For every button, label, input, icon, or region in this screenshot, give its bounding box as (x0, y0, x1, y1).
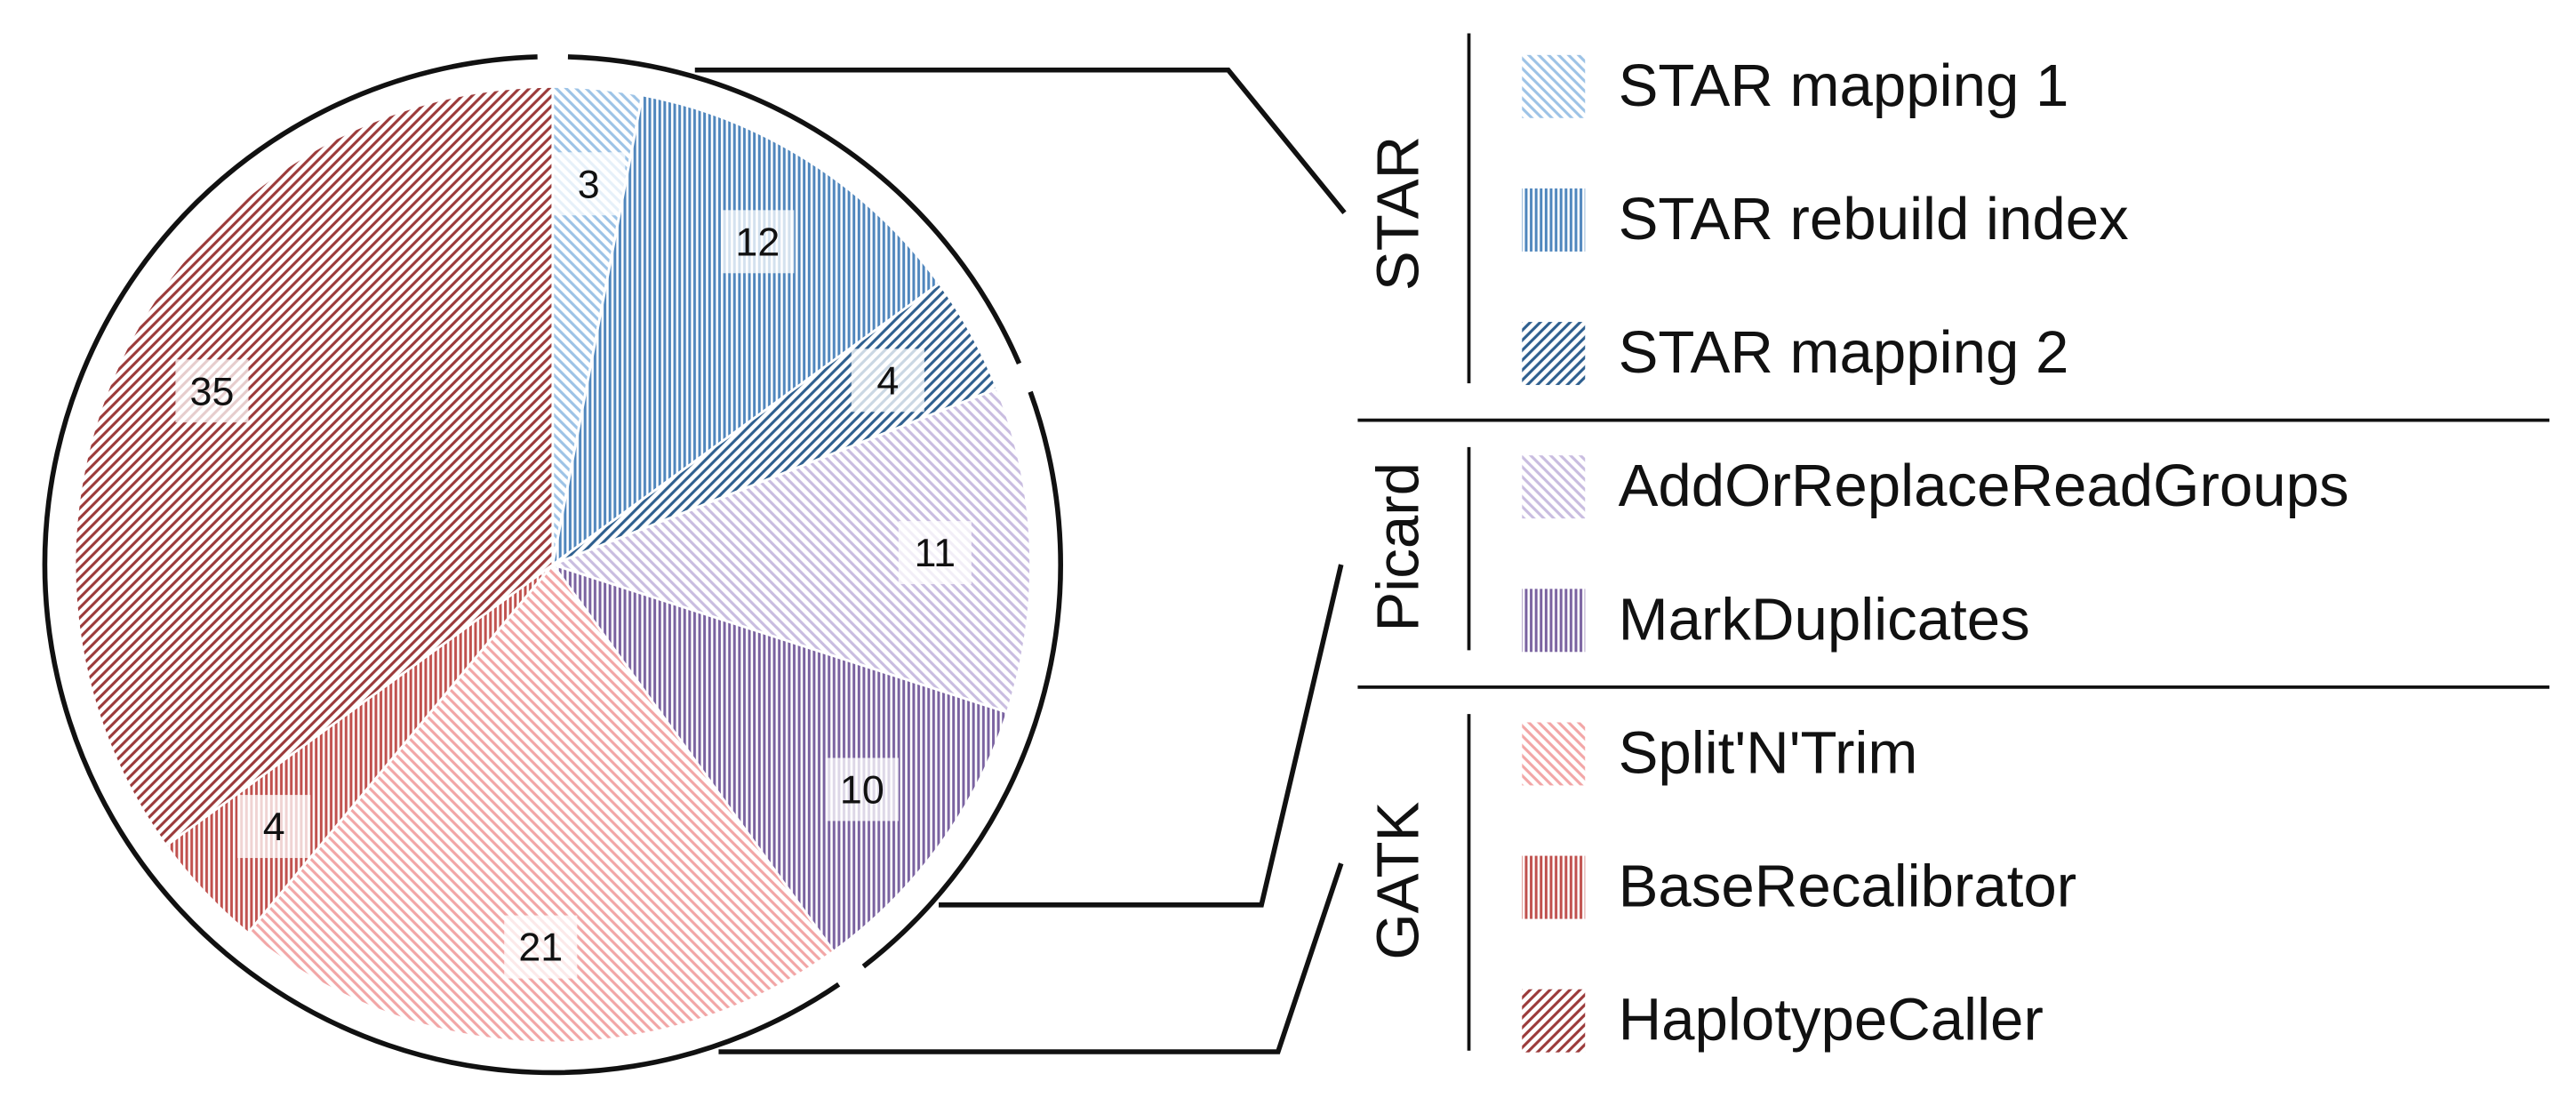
label-box (898, 521, 972, 585)
legend-swatch (1522, 989, 1586, 1053)
data-label: 11 (915, 531, 956, 575)
label-box (851, 349, 924, 413)
connector-line (718, 862, 1344, 1054)
legend-label: STAR mapping 1 (1619, 52, 2069, 119)
data-label: 21 (518, 926, 563, 970)
data-label: 35 (190, 369, 235, 413)
data-label: 10 (840, 768, 884, 813)
legend-swatch (1522, 455, 1586, 519)
connector-line (939, 564, 1344, 908)
data-label: 12 (735, 220, 780, 264)
data-label: 4 (876, 358, 899, 403)
pie-slice (246, 562, 836, 1045)
legend-swatch (1522, 322, 1586, 386)
legend-label: Split'N'Trim (1619, 719, 1918, 786)
pie-slice (548, 387, 1032, 715)
connector-line (694, 67, 1347, 214)
legend-swatch (1522, 722, 1586, 786)
pie-slice (549, 562, 1010, 954)
legend-swatch (1522, 589, 1586, 653)
group-label: STAR (1365, 136, 1432, 291)
legend-label: AddOrReplaceReadGroups (1619, 453, 2349, 519)
legend-label: STAR mapping 2 (1619, 319, 2069, 386)
label-box (825, 757, 899, 821)
label-box (175, 359, 249, 423)
legend-label: STAR rebuild index (1619, 186, 2129, 252)
group-arc (861, 390, 1063, 969)
legend-label: BaseRecalibrator (1619, 854, 2077, 920)
group-label: GATK (1365, 801, 1432, 959)
group-arc (42, 54, 841, 1076)
pie-slice (550, 93, 941, 568)
legend-label: MarkDuplicates (1619, 586, 2030, 653)
pie-slice (73, 84, 555, 848)
legend-swatch (1522, 855, 1586, 919)
data-label: 4 (263, 805, 285, 849)
legend-label: HaplotypeCaller (1619, 987, 2044, 1054)
group-arc (567, 54, 1022, 365)
group-label: Picard (1365, 462, 1432, 632)
label-box (552, 152, 626, 216)
data-label: 3 (578, 162, 600, 206)
legend-swatch (1522, 54, 1586, 118)
label-box (504, 915, 578, 979)
label-box (721, 210, 795, 274)
legend-swatch (1522, 188, 1586, 252)
label-box (237, 795, 311, 859)
